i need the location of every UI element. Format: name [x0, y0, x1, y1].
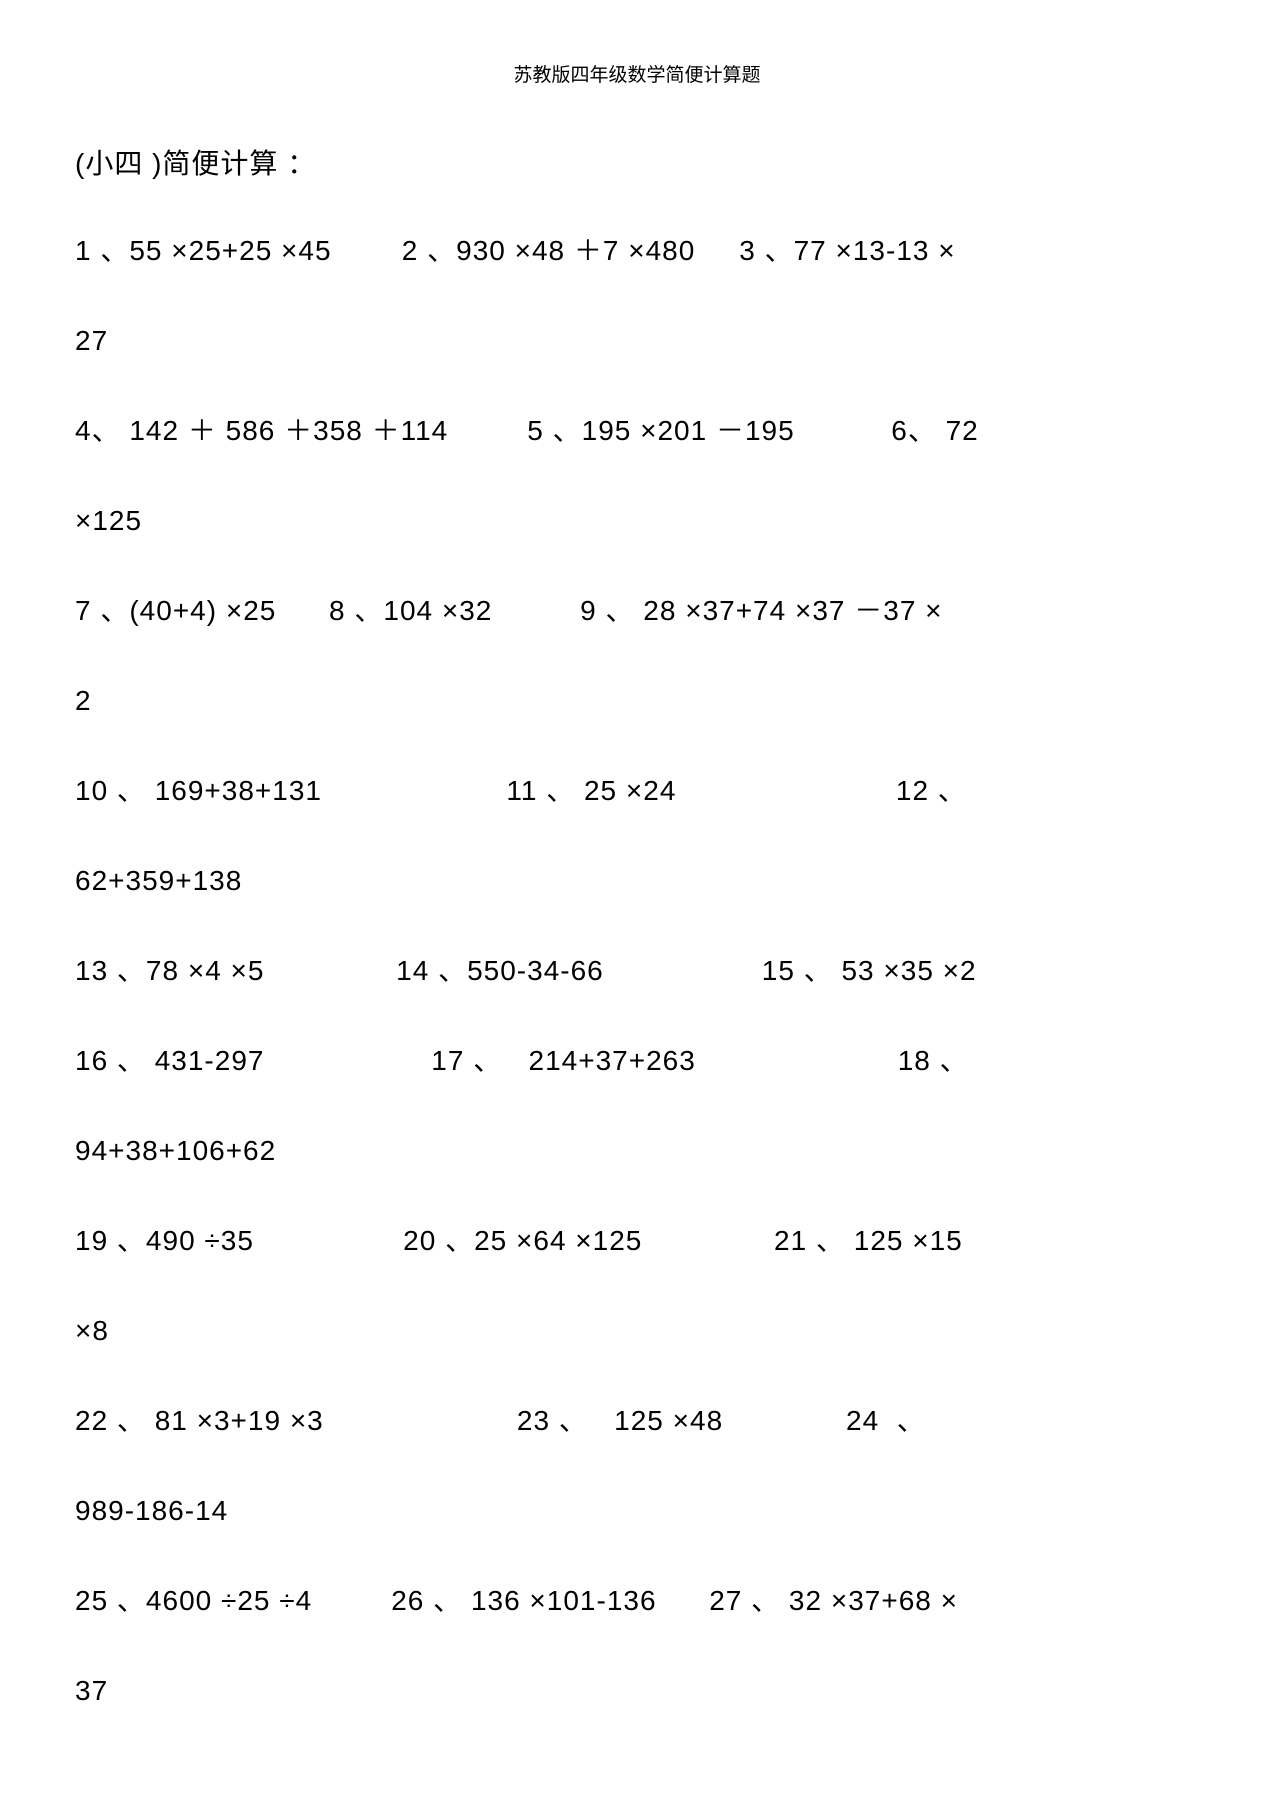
page-header: 苏教版四年级数学简便计算题 [75, 60, 1199, 87]
problem-line: ×125 [75, 500, 1199, 542]
problem-line: 25 、4600 ÷25 ÷4 26 、 136 ×101-136 27 、 3… [75, 1580, 1199, 1622]
document-page: 苏教版四年级数学简便计算题 (小四 )简便计算 ： 1 、55 ×25+25 ×… [0, 0, 1274, 1820]
problem-line: 37 [75, 1670, 1199, 1712]
problem-line: 2 [75, 680, 1199, 722]
problem-line: ×8 [75, 1310, 1199, 1352]
problem-line: 27 [75, 320, 1199, 362]
problem-line: 13 、78 ×4 ×5 14 、550-34-66 15 、 53 ×35 ×… [75, 950, 1199, 992]
problem-line: 16 、 431-297 17 、 214+37+263 18 、 [75, 1040, 1199, 1082]
problem-line: 1 、55 ×25+25 ×45 2 、930 ×48 ＋7 ×480 3 、7… [75, 230, 1199, 272]
problem-line: 62+359+138 [75, 860, 1199, 902]
problem-line: 22 、 81 ×3+19 ×3 23 、 125 ×48 24 、 [75, 1400, 1199, 1442]
worksheet-title: (小四 )简便计算 ： [75, 142, 1199, 182]
problem-line: 989-186-14 [75, 1490, 1199, 1532]
problem-line: 4、 142 ＋ 586 ＋358 ＋114 5 、195 ×201 －195 … [75, 410, 1199, 452]
problem-line: 10 、 169+38+131 11 、 25 ×24 12 、 [75, 770, 1199, 812]
problem-line: 7 、(40+4) ×25 8 、104 ×32 9 、 28 ×37+74 ×… [75, 590, 1199, 632]
problem-line: 19 、490 ÷35 20 、25 ×64 ×125 21 、 125 ×15 [75, 1220, 1199, 1262]
problem-line: 94+38+106+62 [75, 1130, 1199, 1172]
